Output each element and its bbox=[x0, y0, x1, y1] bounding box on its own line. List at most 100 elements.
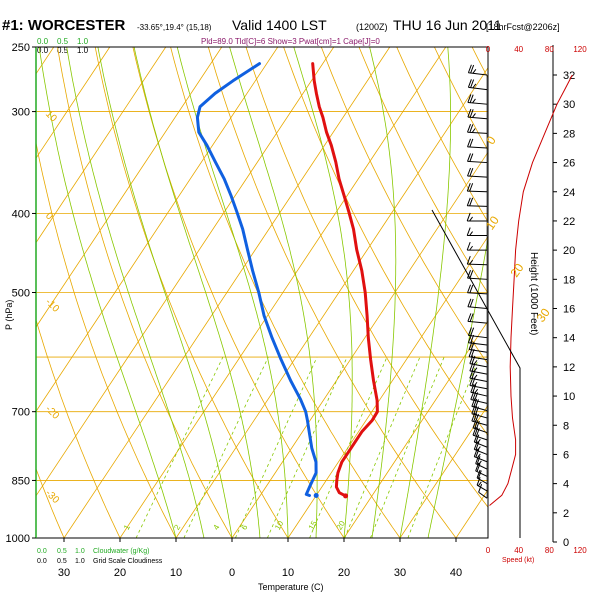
speed-tick-bottom: 80 bbox=[545, 546, 554, 555]
wind-barb-flag bbox=[467, 313, 472, 322]
height-tick-label: 8 bbox=[563, 420, 569, 432]
wind-barb-staff bbox=[467, 190, 488, 193]
wind-barb-flag bbox=[469, 270, 474, 279]
forecast-info: [18hrFcst@2206z] bbox=[486, 22, 560, 32]
diagram-clip bbox=[36, 47, 600, 538]
wind-barb-flag bbox=[469, 355, 474, 364]
dry-adiabat bbox=[36, 467, 65, 538]
sounding-profiles bbox=[195, 62, 379, 499]
dry-adiabat bbox=[57, 47, 233, 538]
wind-barb-flag bbox=[472, 83, 477, 89]
wind-barb-flag bbox=[469, 216, 473, 222]
mixing-ratio-label: 1 bbox=[122, 523, 132, 532]
wind-barb-flag bbox=[469, 245, 473, 251]
wind-barb-flag bbox=[477, 481, 482, 487]
mixing-ratio-line bbox=[183, 356, 269, 538]
cloud-scale-bottom-2: 1.0 bbox=[75, 548, 85, 555]
cloud-scale-top-2: 1.0 bbox=[77, 37, 89, 46]
wind-barb-flag bbox=[469, 377, 474, 386]
dry-adiabat-label: -30 bbox=[43, 488, 61, 506]
wind-barb-flag bbox=[475, 434, 480, 443]
dewpoint-surface-marker bbox=[313, 493, 319, 499]
mixing-ratio-label: 2 bbox=[172, 523, 182, 532]
wind-barb-flag bbox=[471, 355, 476, 365]
mixing-ratio-label: 6 bbox=[239, 523, 249, 532]
height-tick-label: 28 bbox=[563, 128, 575, 140]
wind-barb-flag bbox=[472, 391, 477, 401]
mixing-ratio-line bbox=[370, 356, 445, 538]
dry-adiabat bbox=[132, 47, 345, 538]
isotherm-label: 20 bbox=[507, 261, 526, 280]
wind-barb-flag bbox=[470, 79, 475, 88]
wind-barb-flag bbox=[467, 64, 472, 73]
wind-barb-flag bbox=[475, 449, 480, 458]
wind-barb-flag bbox=[467, 124, 471, 133]
mixing-ratio-line bbox=[235, 356, 318, 538]
grid-scale-top-2: 1.0 bbox=[77, 46, 89, 55]
x-tick-label: 20 bbox=[114, 567, 126, 579]
speed-profile bbox=[489, 74, 573, 506]
wind-barb-staff bbox=[467, 320, 488, 324]
wind-barb-staff bbox=[468, 72, 488, 76]
dry-adiabat bbox=[170, 47, 401, 538]
wind-barb-staff bbox=[474, 456, 488, 463]
wind-barb-flag bbox=[471, 377, 476, 387]
wind-barb-flag bbox=[473, 406, 478, 415]
dry-adiabat-label: -20 bbox=[43, 404, 61, 422]
height-tick-label: 30 bbox=[563, 99, 575, 111]
speed-tick-top: 40 bbox=[514, 45, 523, 54]
wind-barb-flag bbox=[470, 384, 475, 393]
wind-barb-staff bbox=[472, 434, 488, 441]
wind-barb-flag bbox=[468, 341, 473, 350]
wind-barb-flag bbox=[473, 448, 478, 457]
height-tick-label: 12 bbox=[563, 362, 575, 374]
wind-barb-staff bbox=[471, 420, 488, 426]
height-tick-label: 18 bbox=[563, 274, 575, 286]
isotherm-label: 0 bbox=[484, 133, 499, 147]
x-tick-label: 30 bbox=[58, 567, 70, 579]
wind-barb-flag bbox=[469, 259, 474, 265]
wind-barb-flag bbox=[472, 113, 476, 118]
wind-barb-flag bbox=[473, 413, 478, 422]
mixing-ratio-label: 15 bbox=[307, 519, 320, 532]
y-tick-label: 300 bbox=[12, 107, 30, 119]
grid-scale-top-0: 0.0 bbox=[37, 46, 49, 55]
speed-tick-bottom: 0 bbox=[486, 546, 491, 555]
wind-barb-flag bbox=[474, 420, 479, 429]
indices-text: Pld=89.0 Tld[C]=6 Show=3 Pwat[cm]=1 Cape… bbox=[201, 37, 380, 46]
wind-barb-flag bbox=[478, 484, 483, 493]
moist-adiabat bbox=[369, 47, 397, 538]
wind-barb-flag bbox=[466, 255, 471, 265]
speed-tick-bottom: 120 bbox=[573, 546, 587, 555]
y-tick-label: 250 bbox=[12, 42, 30, 54]
dry-adiabat bbox=[585, 47, 600, 538]
wind-barb-staff bbox=[467, 263, 488, 266]
speed-tick-bottom: 40 bbox=[514, 546, 523, 555]
wind-barbs bbox=[466, 64, 488, 499]
dry-adiabat bbox=[320, 47, 488, 365]
y-axis-title: P (hPa) bbox=[4, 300, 14, 330]
wind-barb-flag bbox=[467, 153, 471, 162]
wind-barb-flag bbox=[469, 298, 474, 308]
x-tick-label: 20 bbox=[338, 567, 350, 579]
panel-divider bbox=[431, 209, 521, 538]
wind-barb-flag bbox=[474, 427, 479, 436]
wind-barb-staff bbox=[476, 477, 488, 485]
wind-barb-staff bbox=[467, 175, 488, 178]
wind-barb-flag bbox=[471, 398, 476, 407]
wind-barb-flag bbox=[467, 334, 472, 343]
temperature-profile bbox=[311, 62, 379, 498]
height-tick-label: 2 bbox=[563, 508, 569, 520]
dry-adiabat-label: 10 bbox=[43, 109, 59, 125]
grid-scale-bottom-0: 0.0 bbox=[37, 558, 47, 565]
mixing-ratio-line bbox=[267, 356, 348, 538]
wind-barb-staff bbox=[467, 101, 488, 105]
wind-barb-flag bbox=[467, 269, 471, 279]
wind-barb-flag bbox=[469, 138, 474, 148]
wind-barb-staff bbox=[467, 116, 488, 120]
wind-barb-flag bbox=[472, 427, 477, 436]
moist-adiabat bbox=[399, 47, 452, 538]
wind-barb-flag bbox=[473, 433, 478, 443]
wind-barb-staff bbox=[467, 277, 488, 280]
wind-barb-flag bbox=[467, 108, 472, 118]
